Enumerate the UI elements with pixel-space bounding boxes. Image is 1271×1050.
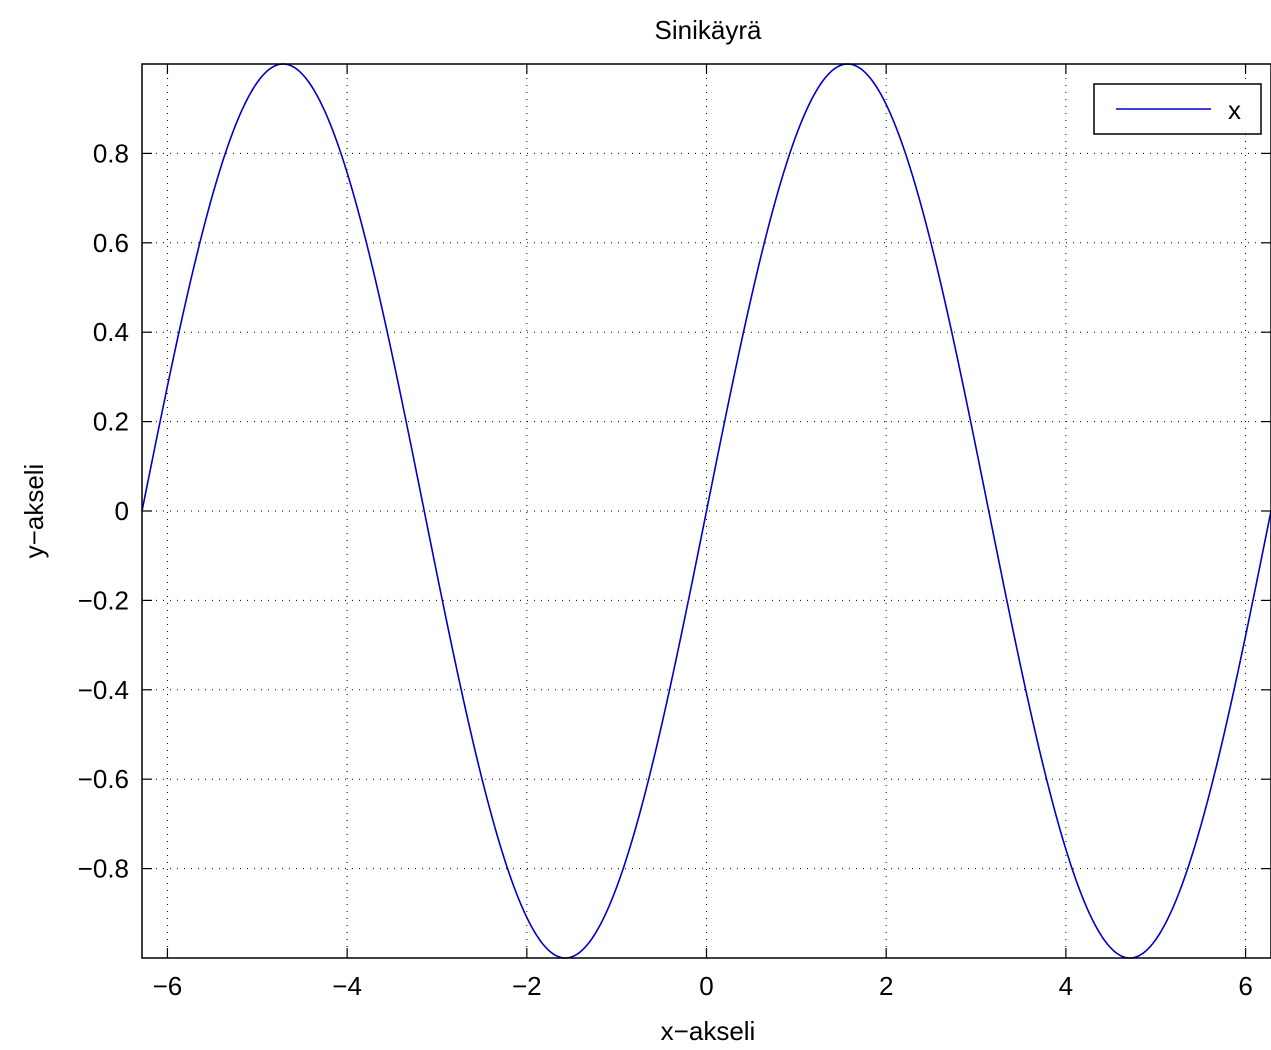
x-tick-labels: −6 −4 −2 0 2 4 6: [153, 971, 1253, 1001]
axis-ticks: [142, 64, 1271, 958]
x-axis-label: x−akseli: [661, 1016, 756, 1046]
y-tick-label: 0.8: [93, 138, 129, 168]
chart-title: Sinikäyrä: [655, 15, 762, 45]
y-tick-labels: −0.8 −0.6 −0.4 −0.2 0 0.2 0.4 0.6 0.8: [78, 138, 129, 883]
y-axis-label: y−akseli: [19, 464, 49, 559]
y-tick-label: 0.4: [93, 317, 129, 347]
y-tick-label: −0.2: [78, 585, 129, 615]
series-line-x: [141, 63, 1271, 959]
series-layer: [141, 63, 1271, 959]
y-tick-label: 0: [115, 496, 129, 526]
y-tick-label: −0.6: [78, 764, 129, 794]
y-tick-label: −0.4: [78, 675, 129, 705]
y-tick-label: −0.8: [78, 854, 129, 884]
legend: x: [1093, 83, 1262, 135]
y-tick-label: 0.2: [93, 407, 129, 437]
x-tick-label: −4: [332, 971, 362, 1001]
x-tick-label: −2: [512, 971, 542, 1001]
x-tick-label: 6: [1238, 971, 1252, 1001]
legend-entry-x: x: [1228, 95, 1241, 125]
x-tick-label: 4: [1059, 971, 1073, 1001]
y-tick-label: 0.6: [93, 228, 129, 258]
x-tick-label: −6: [153, 971, 183, 1001]
x-tick-label: 0: [699, 971, 713, 1001]
x-tick-label: 2: [879, 971, 893, 1001]
